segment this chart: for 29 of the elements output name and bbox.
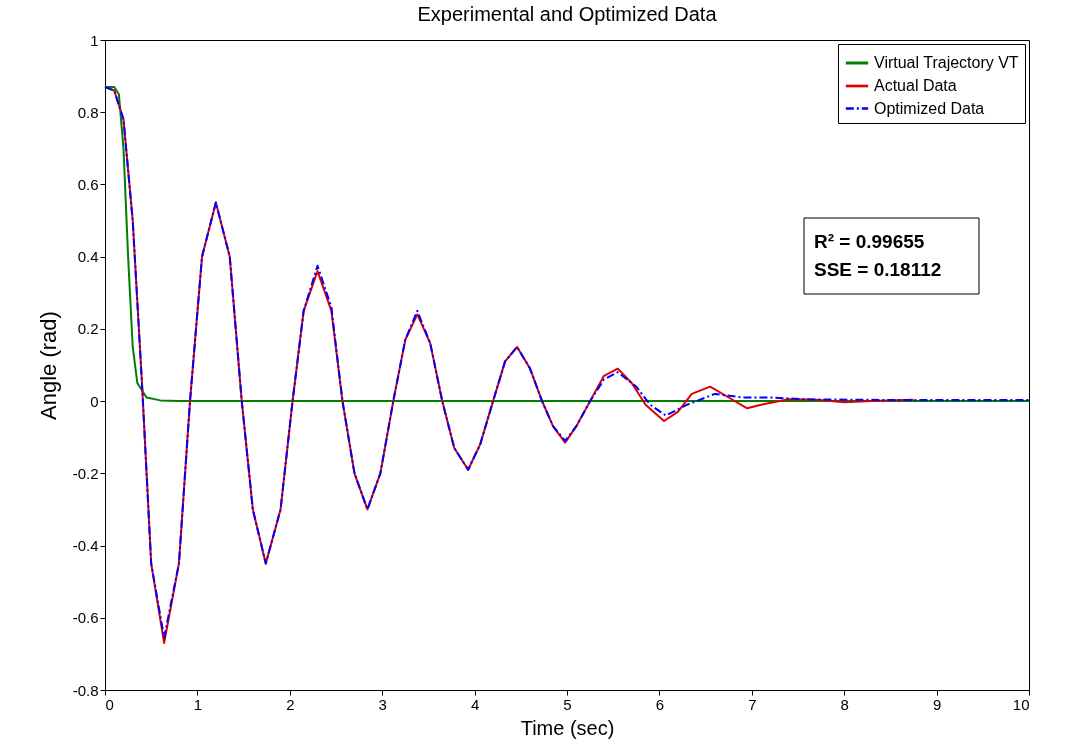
y-tick-label: 1: [90, 31, 99, 49]
x-tick-label: 0: [105, 695, 114, 713]
y-tick-label: 0.6: [77, 175, 99, 193]
x-tick-label: 10: [1012, 695, 1030, 713]
x-tick-label: 6: [655, 695, 665, 713]
y-tick-label: -0.4: [72, 537, 99, 555]
y-tick-label: 0.8: [77, 103, 99, 121]
x-tick-label: 4: [470, 695, 480, 713]
legend-label: Virtual Trajectory VT: [874, 54, 1019, 71]
y-axis-title: Angle (rad): [35, 311, 61, 420]
x-tick-label: 1: [193, 695, 203, 713]
legend-label: Optimized Data: [874, 99, 985, 117]
y-tick-label: 0: [90, 392, 99, 410]
chart-title: Experimental and Optimized Data: [417, 3, 718, 25]
y-tick-label: -0.2: [72, 464, 99, 482]
x-tick-label: 9: [932, 695, 942, 713]
annotation: R² = 0.99655: [814, 231, 925, 252]
x-tick-label: 3: [378, 695, 387, 713]
annotation: SSE = 0.18112: [814, 259, 942, 280]
y-tick-label: 0.4: [77, 248, 99, 266]
x-tick-label: 5: [563, 695, 572, 713]
x-tick-label: 7: [748, 695, 757, 713]
x-axis-title: Time (sec): [520, 716, 615, 739]
y-tick-label: -0.6: [72, 609, 99, 627]
y-tick-label: 0.2: [77, 320, 99, 338]
x-tick-label: 8: [840, 695, 849, 713]
x-tick-label: 2: [286, 695, 295, 713]
legend-label: Actual Data: [874, 77, 957, 94]
y-tick-label: -0.8: [72, 681, 99, 699]
